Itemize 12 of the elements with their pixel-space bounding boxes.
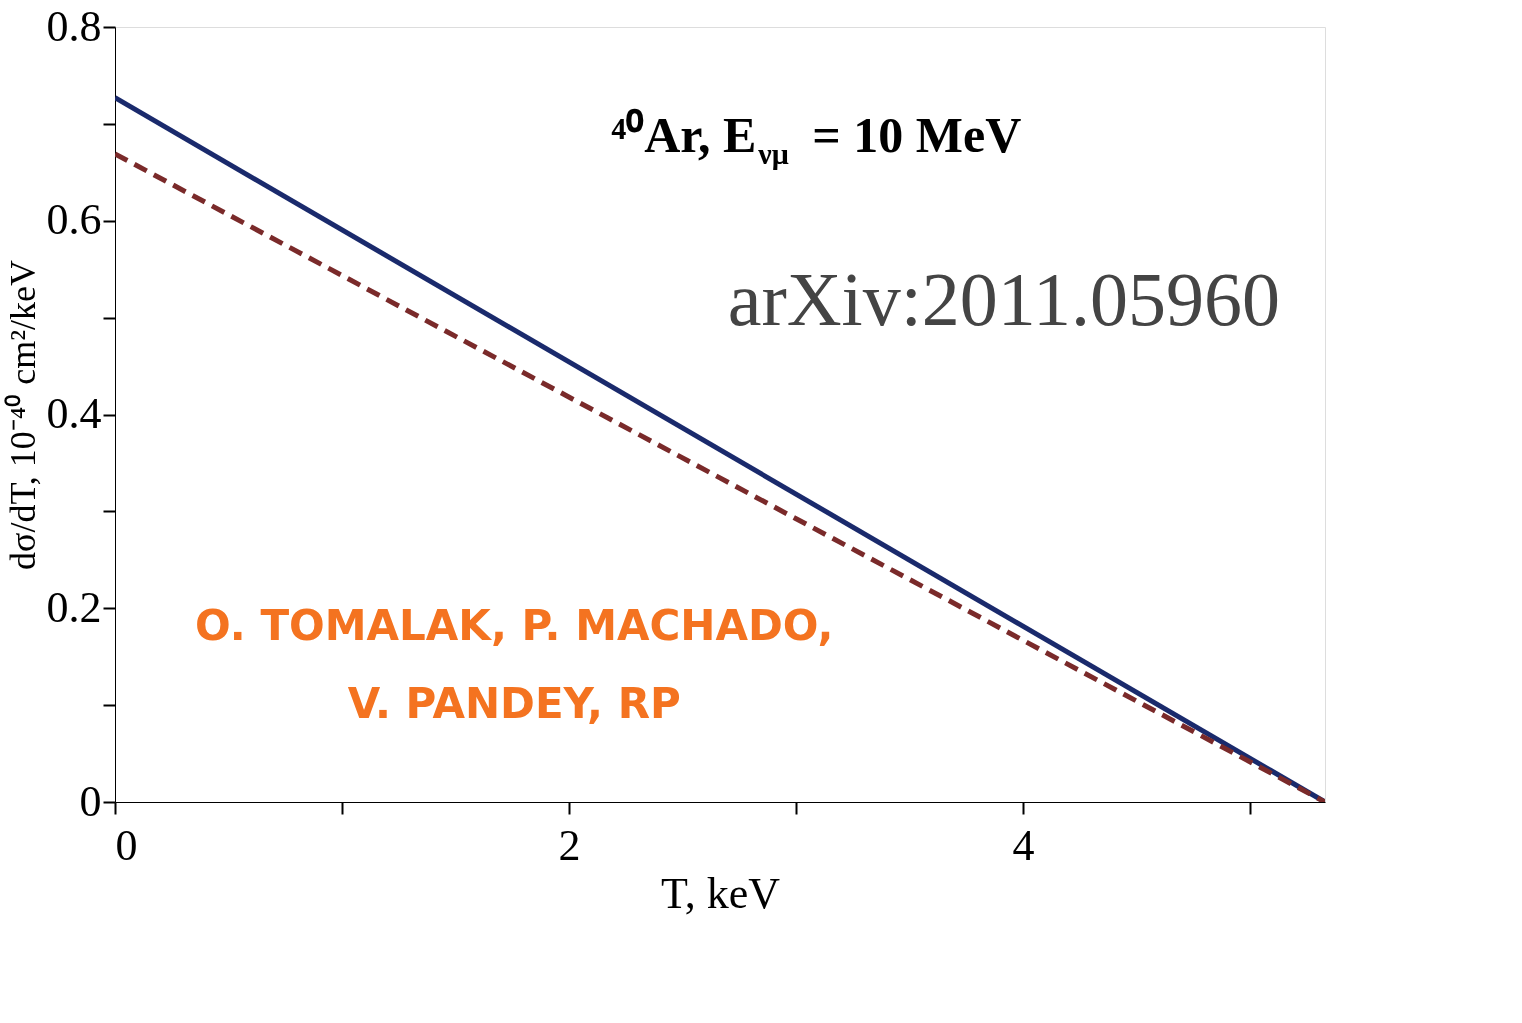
x-axis-title: T, keV [661, 868, 781, 918]
y-tick-label: 0.2 [46, 582, 102, 632]
y-tick-label: 0.6 [46, 195, 102, 245]
y-tick-label: 0 [79, 776, 102, 826]
y-tick-label: 0.4 [46, 389, 102, 438]
x-tick-label: 2 [558, 820, 581, 870]
annotation: O. TOMALAK, P. MACHADO, V. PANDEY, RP [195, 601, 834, 728]
y-axis-title: dσ/dT, 10⁻⁴⁰ cm²/keV [2, 259, 43, 571]
annotation: arXiv:2011.05960 [727, 257, 1280, 341]
x-tick-label: 4 [1012, 820, 1035, 870]
y-tick-label: 0.8 [46, 1, 102, 51]
x-tick-label: 0 [115, 820, 138, 870]
